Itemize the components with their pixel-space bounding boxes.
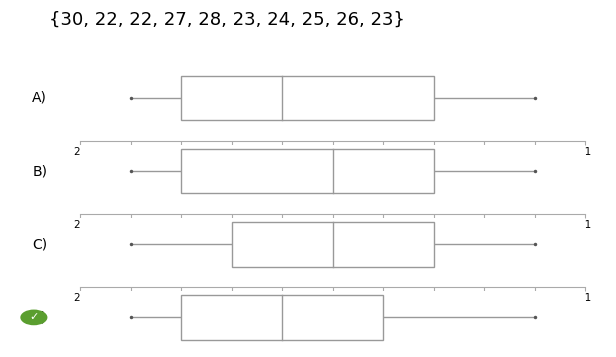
Text: ✓: ✓ — [29, 312, 39, 322]
Text: C): C) — [32, 237, 47, 251]
Bar — [181, 295, 383, 340]
Bar — [181, 76, 434, 120]
Text: B): B) — [32, 164, 47, 178]
Bar — [232, 222, 434, 266]
Text: D): D) — [31, 310, 47, 325]
Text: {30, 22, 22, 27, 28, 23, 24, 25, 26, 23}: {30, 22, 22, 27, 28, 23, 24, 25, 26, 23} — [49, 11, 405, 29]
Bar — [181, 149, 434, 193]
Text: A): A) — [33, 91, 47, 105]
